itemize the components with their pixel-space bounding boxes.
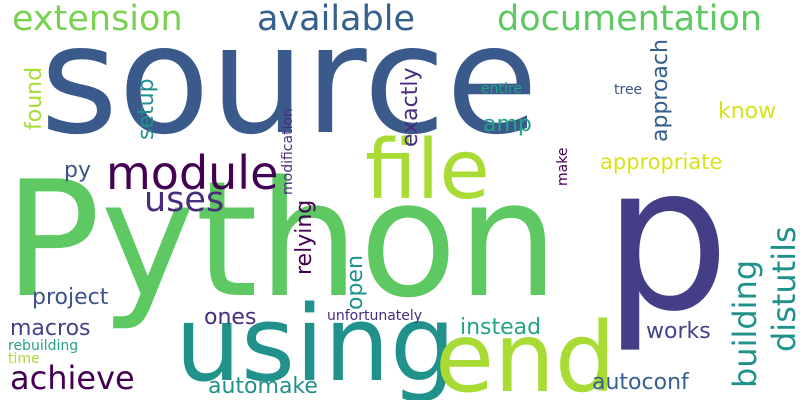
word-file: file (365, 123, 490, 218)
word-make: make (555, 147, 571, 186)
word-appropriate: appropriate (600, 150, 723, 174)
word-setup: setup (134, 78, 159, 140)
word-macros: macros (10, 316, 91, 341)
word-works: works (646, 319, 711, 344)
word-relying: relying (292, 199, 317, 275)
word-approach: approach (648, 39, 673, 142)
word-ones: ones (204, 305, 257, 330)
word-using: using (175, 283, 456, 400)
word-achieve: achieve (10, 359, 135, 397)
word-available: available (257, 0, 415, 39)
word-project: project (32, 285, 109, 310)
word-tree: tree (614, 82, 643, 98)
word-py: py (64, 158, 91, 183)
word-distutils: distutils (765, 226, 800, 352)
word-module: module (106, 146, 279, 200)
word-source: source (40, 0, 539, 168)
word-documentation: documentation (497, 0, 763, 39)
word-know: know (718, 99, 777, 124)
word-found: found (22, 66, 47, 130)
word-exactly: exactly (398, 67, 423, 147)
word-python: Python (4, 146, 559, 333)
word-time: time (8, 351, 40, 367)
word-uses: uses (144, 180, 225, 220)
word-unfortunately: unfortunately (327, 308, 423, 324)
word-autoconf: autoconf (592, 370, 689, 395)
word-building: building (726, 259, 764, 388)
word-automake: automake (208, 374, 318, 399)
word-modification: modification (280, 108, 296, 195)
word-extension: extension (12, 0, 183, 39)
word-end: end (435, 302, 616, 400)
word-p: p (603, 123, 730, 356)
word-open: open (343, 255, 368, 310)
word-amp: amp (483, 112, 532, 137)
word-instead: instead (460, 315, 542, 340)
word-rebuilding: rebuilding (8, 338, 79, 354)
word-entire: entire (481, 81, 522, 97)
